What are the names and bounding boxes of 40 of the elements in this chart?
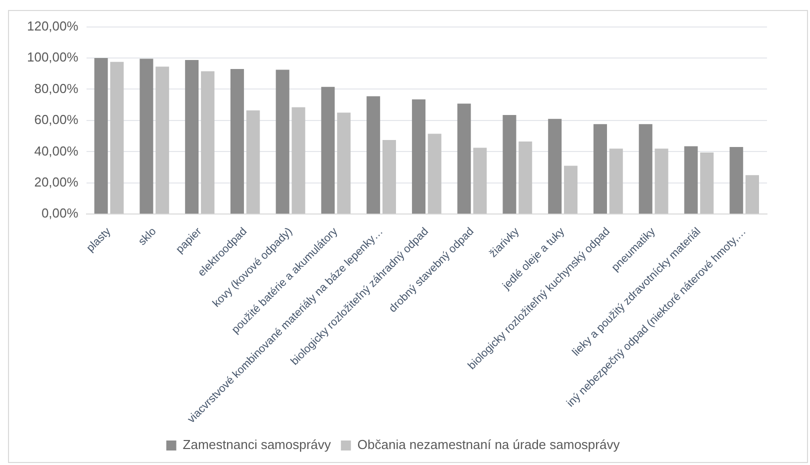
bar	[654, 148, 668, 214]
bar	[684, 146, 698, 214]
bar	[230, 68, 244, 214]
bar	[246, 110, 260, 214]
bar	[321, 86, 335, 214]
bar	[185, 60, 199, 214]
bar	[638, 124, 652, 214]
y-tick-label: 60,00%	[34, 112, 79, 128]
bar	[337, 112, 351, 214]
bar	[366, 96, 380, 214]
y-tick-label: 80,00%	[34, 80, 79, 96]
y-tick-label: 100,00%	[26, 50, 79, 65]
bar	[110, 62, 124, 214]
bar	[382, 140, 396, 214]
bar	[730, 147, 744, 214]
bar	[700, 152, 714, 214]
legend-label: Zamestnanci samosprávy	[182, 437, 332, 452]
bar	[502, 115, 516, 214]
legend-label: Občania nezamestnaní na úrade samosprávy	[357, 437, 620, 452]
bar	[457, 104, 471, 214]
bar	[140, 58, 154, 214]
bar	[593, 124, 607, 214]
y-tick-label: 40,00%	[34, 143, 79, 158]
bar	[276, 70, 290, 214]
bar	[548, 118, 562, 214]
bar	[412, 99, 426, 214]
bar	[428, 134, 442, 214]
y-tick-label: 20,00%	[34, 174, 79, 190]
y-tick-label: 120,00%	[26, 18, 79, 34]
bar	[292, 107, 306, 214]
bar	[473, 148, 487, 214]
bar	[156, 66, 170, 214]
bar	[94, 58, 108, 214]
y-tick-label: 0,00%	[41, 206, 79, 221]
bar	[564, 166, 578, 214]
bar	[609, 148, 623, 214]
bar	[518, 142, 532, 214]
bar	[200, 71, 214, 214]
bar	[746, 175, 759, 214]
x-tick-label: sklo	[136, 226, 159, 248]
